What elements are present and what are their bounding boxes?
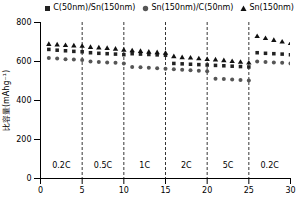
svg-text:0.2C: 0.2C	[261, 161, 280, 170]
svg-text:25: 25	[244, 186, 254, 195]
svg-text:800: 800	[16, 18, 31, 27]
svg-text:0: 0	[26, 174, 31, 183]
svg-text:5C: 5C	[223, 161, 234, 170]
html-text:Sn(150nm): Sn(150nm)	[249, 3, 294, 12]
svg-text:1C: 1C	[139, 161, 150, 170]
svg-text:20: 20	[202, 186, 212, 195]
svg-text:0.5C: 0.5C	[94, 161, 113, 170]
svg-text:10: 10	[119, 186, 129, 195]
svg-text:600: 600	[16, 57, 31, 66]
svg-text:200: 200	[16, 135, 31, 144]
svg-text:比容量(mAhg⁻¹): 比容量(mAhg⁻¹)	[2, 70, 11, 131]
html-text:Sn(150nm)/C(50nm): Sn(150nm)/C(50nm)	[151, 3, 234, 12]
html-text:C(50nm)/Sn(150nm): C(50nm)/Sn(150nm)	[53, 3, 136, 12]
svg-text:15: 15	[160, 186, 170, 195]
svg-text:5: 5	[80, 186, 85, 195]
svg-text:0: 0	[38, 186, 43, 195]
svg-text:30: 30	[285, 186, 295, 195]
svg-text:0.2C: 0.2C	[52, 161, 71, 170]
svg-text:400: 400	[16, 96, 31, 105]
svg-text:2C: 2C	[181, 161, 192, 170]
